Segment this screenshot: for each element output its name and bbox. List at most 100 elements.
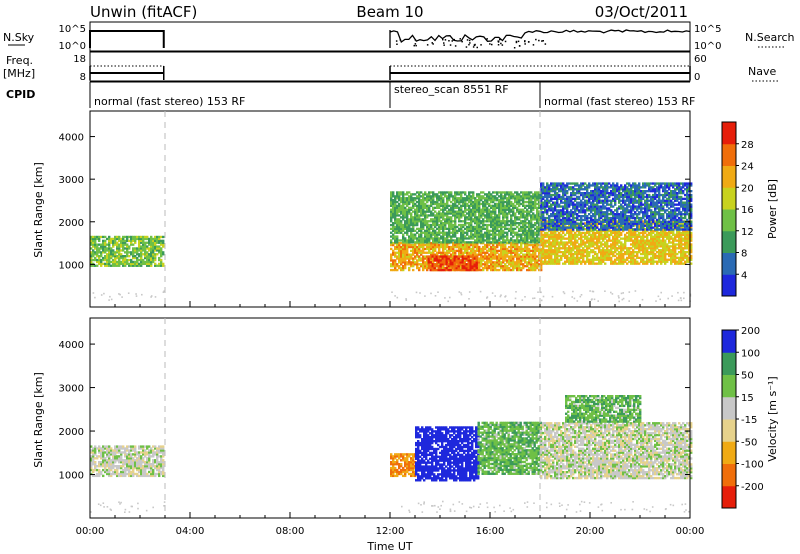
echo-cell bbox=[134, 260, 137, 264]
echo-cell bbox=[396, 225, 399, 229]
echo-cell bbox=[516, 235, 519, 238]
echo-cell bbox=[441, 268, 444, 272]
echo-cell bbox=[650, 243, 653, 246]
echo-cell bbox=[420, 227, 423, 231]
echo-cell bbox=[404, 237, 407, 240]
echo-cell bbox=[464, 231, 467, 234]
echo-cell bbox=[486, 199, 489, 202]
echo-cell bbox=[144, 251, 147, 254]
echo-cell bbox=[465, 259, 468, 262]
echo-cell bbox=[476, 206, 479, 210]
echo-cell bbox=[528, 257, 531, 260]
echo-cell bbox=[550, 235, 553, 238]
echo-cell bbox=[426, 208, 429, 211]
echo-cell bbox=[446, 218, 449, 221]
echo-cell bbox=[394, 266, 397, 270]
echo-cell bbox=[534, 241, 537, 244]
echo-cell bbox=[532, 243, 535, 247]
echo-cell bbox=[392, 233, 395, 236]
echo-cell bbox=[116, 251, 119, 254]
echo-cell bbox=[530, 255, 533, 258]
echo-cell bbox=[638, 235, 641, 238]
echo-cell bbox=[396, 208, 399, 211]
echo-cell bbox=[396, 263, 399, 266]
echo-cell bbox=[546, 251, 549, 254]
echo-cell bbox=[526, 208, 529, 211]
echo-cell bbox=[394, 216, 397, 219]
echo-cell bbox=[448, 197, 451, 200]
echo-cell bbox=[508, 197, 511, 200]
echo-cell bbox=[564, 190, 567, 193]
echo-cell bbox=[398, 249, 401, 253]
echo-cell bbox=[467, 255, 470, 258]
echo-cell bbox=[460, 243, 463, 247]
echo-cell bbox=[144, 235, 147, 239]
echo-cell bbox=[598, 247, 601, 250]
echo-cell bbox=[614, 249, 617, 252]
echo-cell bbox=[118, 245, 121, 248]
echo-cell bbox=[460, 212, 463, 215]
echo-cell bbox=[467, 257, 470, 260]
echo-cell bbox=[646, 233, 649, 237]
echo-cell bbox=[570, 258, 573, 261]
echo-cell bbox=[530, 266, 533, 270]
echo-cell bbox=[506, 218, 509, 221]
echo-cell bbox=[560, 197, 563, 201]
echo-cell bbox=[654, 220, 657, 223]
echo-cell bbox=[454, 245, 457, 249]
echo-cell bbox=[534, 265, 537, 268]
echo-cell bbox=[524, 231, 527, 234]
echo-cell bbox=[448, 245, 451, 249]
echo-cell bbox=[390, 208, 393, 211]
echo-cell bbox=[680, 237, 683, 240]
echo-cell bbox=[608, 245, 611, 248]
echo-cell bbox=[146, 260, 149, 264]
echo-cell bbox=[532, 255, 535, 258]
echo-cell bbox=[522, 253, 525, 256]
echo-cell bbox=[522, 200, 525, 204]
echo-cell bbox=[520, 212, 523, 215]
echo-cell bbox=[158, 239, 161, 243]
echo-cell bbox=[460, 253, 463, 256]
echo-cell bbox=[454, 266, 457, 270]
echo-cell bbox=[496, 261, 499, 264]
echo-cell bbox=[390, 231, 393, 234]
echo-cell bbox=[472, 247, 475, 251]
echo-cell bbox=[432, 191, 435, 194]
echo-cell bbox=[498, 259, 501, 262]
echo-cell bbox=[162, 235, 165, 239]
echo-cell bbox=[566, 199, 569, 202]
echo-cell bbox=[122, 245, 125, 248]
echo-cell bbox=[652, 252, 655, 256]
echo-cell bbox=[638, 231, 641, 235]
echo-cell bbox=[398, 259, 401, 262]
echo-cell bbox=[606, 247, 609, 250]
echo-cell bbox=[420, 231, 423, 234]
echo-cell bbox=[646, 235, 649, 238]
echo-cell bbox=[474, 199, 477, 202]
echo-cell bbox=[473, 268, 476, 272]
echo-cell bbox=[132, 253, 135, 256]
echo-cell bbox=[546, 249, 549, 252]
echo-cell bbox=[436, 202, 439, 206]
echo-cell bbox=[492, 206, 495, 210]
echo-cell bbox=[442, 202, 445, 206]
echo-cell bbox=[540, 216, 543, 220]
echo-cell bbox=[466, 249, 469, 253]
echo-cell bbox=[536, 245, 539, 249]
echo-cell bbox=[548, 260, 551, 263]
echo-cell bbox=[664, 252, 667, 256]
echo-cell bbox=[486, 216, 489, 219]
echo-cell bbox=[650, 249, 653, 252]
echo-cell bbox=[682, 262, 685, 265]
echo-cell bbox=[512, 204, 515, 208]
echo-cell bbox=[538, 222, 541, 225]
echo-cell bbox=[436, 195, 439, 198]
echo-cell bbox=[454, 195, 457, 198]
echo-cell bbox=[672, 247, 675, 250]
echo-cell bbox=[618, 231, 621, 235]
echo-cell bbox=[459, 263, 462, 266]
echo-cell bbox=[496, 259, 499, 262]
echo-cell bbox=[524, 237, 527, 240]
echo-cell bbox=[530, 235, 533, 238]
